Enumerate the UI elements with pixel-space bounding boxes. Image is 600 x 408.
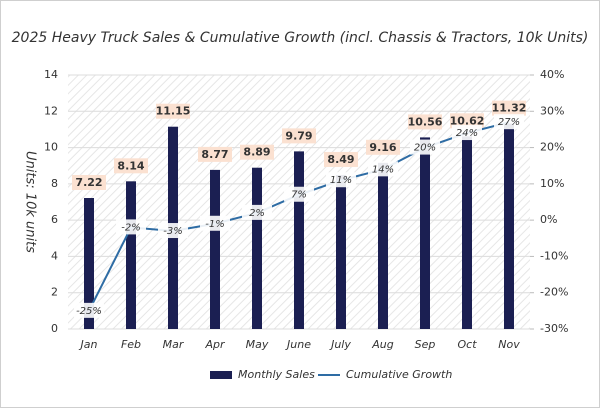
y-axis-label: Units: 10k units xyxy=(23,151,38,253)
legend-label: Cumulative Growth xyxy=(346,368,452,381)
bar-label-bg xyxy=(114,158,148,174)
line-label-bg xyxy=(494,114,524,130)
bar xyxy=(378,162,388,329)
bar xyxy=(336,174,346,329)
bar-label: 9.16 xyxy=(369,141,396,154)
bar-label-bg xyxy=(198,146,232,162)
y-tick-label: 14 xyxy=(44,68,58,81)
y-tick-label: 10 xyxy=(44,141,58,154)
line-label: 20% xyxy=(414,143,436,154)
bar xyxy=(84,198,94,329)
line-label: 2% xyxy=(249,208,265,219)
line-label-bg xyxy=(410,139,440,155)
y2-tick-label: -10% xyxy=(540,249,568,262)
line-label: 27% xyxy=(498,117,520,128)
y2-tick-label: 30% xyxy=(540,104,564,117)
x-tick-label: Aug xyxy=(371,338,393,351)
line-label: 14% xyxy=(372,164,394,175)
legend-label: Monthly Sales xyxy=(238,368,315,381)
line-label-bg xyxy=(368,161,398,177)
line-label-bg xyxy=(74,302,104,318)
line-label-bg xyxy=(200,215,230,231)
bar-label: 10.62 xyxy=(450,114,485,127)
line-label-bg xyxy=(284,186,314,202)
bar-label: 8.14 xyxy=(117,159,144,172)
bar-label-bg xyxy=(492,100,526,116)
bar-label-bg xyxy=(324,151,358,167)
x-tick-label: Oct xyxy=(457,338,477,351)
bar-label: 8.49 xyxy=(327,153,354,166)
line-label: -1% xyxy=(205,219,224,230)
x-tick-label: Mar xyxy=(163,338,185,351)
bar-label-bg xyxy=(72,175,106,191)
bar-label: 7.22 xyxy=(75,176,102,189)
y2-tick-label: 0% xyxy=(540,213,557,226)
y2-tick-label: 40% xyxy=(540,68,564,81)
bar xyxy=(210,169,220,329)
y-tick-label: 2 xyxy=(51,286,58,299)
bar xyxy=(462,136,472,329)
y-tick-label: 12 xyxy=(44,104,58,117)
x-tick-label: Jan xyxy=(79,338,98,351)
x-tick-label: Nov xyxy=(498,338,520,351)
bar xyxy=(294,151,304,329)
bar xyxy=(420,137,430,329)
bar-label-bg xyxy=(240,144,274,160)
x-tick-label: Apr xyxy=(204,338,226,351)
x-tick-label: Feb xyxy=(121,338,141,351)
x-tick-label: May xyxy=(246,338,269,351)
bar-label: 9.79 xyxy=(285,129,312,142)
x-tick-label: Sep xyxy=(415,338,436,351)
bar-label-bg xyxy=(450,113,484,129)
x-tick-label: July xyxy=(329,338,351,351)
y2-tick-label: 10% xyxy=(540,177,564,190)
line-label-bg xyxy=(326,172,356,188)
line-label: 24% xyxy=(456,128,478,139)
y-tick-label: 4 xyxy=(51,249,58,262)
bar xyxy=(252,167,262,329)
line-label: -25% xyxy=(76,306,102,317)
bar-label-bg xyxy=(282,128,316,144)
bar-label: 10.56 xyxy=(408,115,443,128)
line-label-bg xyxy=(158,223,188,239)
line-label-bg xyxy=(242,204,272,220)
line-label-bg xyxy=(452,125,482,141)
bar xyxy=(504,123,514,329)
bar-label: 8.77 xyxy=(201,148,228,161)
bar-label-bg xyxy=(156,103,190,119)
line-label: 11% xyxy=(330,175,352,186)
y2-tick-label: 20% xyxy=(540,141,564,154)
line-label: 7% xyxy=(291,190,307,201)
bar-label-bg xyxy=(408,114,442,130)
bar-label-bg xyxy=(366,139,400,155)
x-tick-label: June xyxy=(285,338,311,351)
y-tick-label: 6 xyxy=(51,213,58,226)
bar-label: 8.89 xyxy=(243,146,270,159)
line-label: -2% xyxy=(121,222,140,233)
y-tick-label: 8 xyxy=(51,177,58,190)
legend-swatch xyxy=(210,371,232,379)
y2-tick-label: -30% xyxy=(540,322,568,335)
bar-label: 11.32 xyxy=(492,102,527,115)
line-label: -3% xyxy=(163,226,182,237)
y2-tick-label: -20% xyxy=(540,286,568,299)
line-label-bg xyxy=(116,219,146,235)
bar xyxy=(126,181,136,329)
chart-title: 2025 Heavy Truck Sales & Cumulative Grow… xyxy=(12,30,589,46)
y-tick-label: 0 xyxy=(51,322,58,335)
bar-label: 11.15 xyxy=(156,105,191,118)
